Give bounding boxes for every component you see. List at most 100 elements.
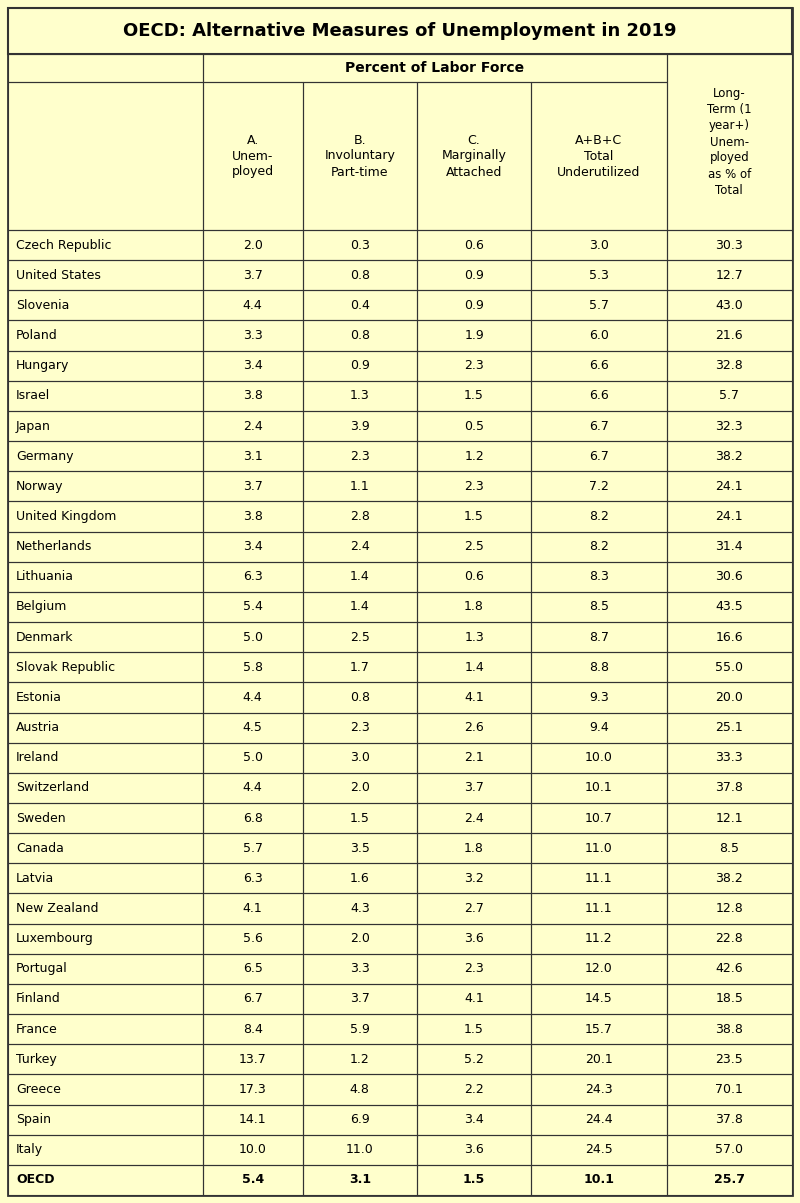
Bar	[666, 350, 792, 381]
Bar	[202, 562, 302, 592]
Text: 3.3: 3.3	[350, 962, 370, 976]
Bar	[302, 894, 417, 924]
Bar	[531, 260, 666, 290]
Bar	[417, 592, 531, 622]
Text: Czech Republic: Czech Republic	[16, 238, 111, 251]
Text: Finland: Finland	[16, 992, 61, 1006]
Text: Percent of Labor Force: Percent of Labor Force	[345, 61, 524, 75]
Bar	[417, 82, 531, 230]
Bar	[202, 712, 302, 742]
Bar	[202, 54, 666, 82]
Bar	[202, 924, 302, 954]
Bar	[666, 411, 792, 442]
Text: 4.8: 4.8	[350, 1083, 370, 1096]
Bar	[666, 1014, 792, 1044]
Bar	[202, 802, 302, 834]
Text: 5.7: 5.7	[589, 298, 609, 312]
Bar	[302, 562, 417, 592]
Bar	[531, 442, 666, 472]
Bar	[202, 320, 302, 350]
Bar	[417, 894, 531, 924]
Text: 8.2: 8.2	[589, 510, 609, 523]
Bar	[202, 411, 302, 442]
Bar	[302, 984, 417, 1014]
Bar	[531, 652, 666, 682]
Bar	[202, 1044, 302, 1074]
Bar	[202, 1074, 302, 1104]
Bar	[531, 834, 666, 864]
Text: Italy: Italy	[16, 1143, 43, 1156]
Bar	[666, 532, 792, 562]
Text: 7.2: 7.2	[589, 480, 609, 493]
Bar	[202, 1074, 302, 1104]
Bar	[666, 592, 792, 622]
Text: Greece: Greece	[16, 1083, 61, 1096]
Bar	[8, 8, 792, 54]
Text: 4.4: 4.4	[243, 298, 262, 312]
Bar	[302, 1104, 417, 1134]
Bar	[417, 472, 531, 502]
Bar	[8, 864, 202, 894]
Bar	[202, 1134, 302, 1165]
Text: Estonia: Estonia	[16, 691, 62, 704]
Text: Ireland: Ireland	[16, 751, 59, 764]
Bar	[666, 442, 792, 472]
Bar	[531, 260, 666, 290]
Bar	[8, 1014, 202, 1044]
Bar	[666, 1134, 792, 1165]
Bar	[202, 260, 302, 290]
Text: C.
Marginally
Attached: C. Marginally Attached	[442, 134, 506, 178]
Bar	[302, 411, 417, 442]
Bar	[666, 230, 792, 260]
Text: 38.2: 38.2	[715, 872, 743, 885]
Text: 2.8: 2.8	[350, 510, 370, 523]
Bar	[417, 411, 531, 442]
Bar	[8, 894, 202, 924]
Bar	[531, 320, 666, 350]
Bar	[417, 1134, 531, 1165]
Text: Netherlands: Netherlands	[16, 540, 92, 553]
Bar	[302, 532, 417, 562]
Text: 38.2: 38.2	[715, 450, 743, 463]
Bar	[302, 290, 417, 320]
Bar	[302, 742, 417, 772]
Bar	[8, 411, 202, 442]
Text: 10.1: 10.1	[585, 782, 613, 794]
Bar	[8, 984, 202, 1014]
Text: 1.6: 1.6	[350, 872, 370, 885]
Bar	[302, 742, 417, 772]
Bar	[666, 742, 792, 772]
Bar	[531, 1104, 666, 1134]
Bar	[417, 230, 531, 260]
Bar	[417, 502, 531, 532]
Text: 0.3: 0.3	[350, 238, 370, 251]
Text: Japan: Japan	[16, 420, 51, 433]
Bar	[302, 924, 417, 954]
Bar	[531, 1165, 666, 1195]
Text: 12.0: 12.0	[585, 962, 613, 976]
Text: 5.6: 5.6	[242, 932, 262, 946]
Bar	[302, 954, 417, 984]
Text: 2.0: 2.0	[350, 782, 370, 794]
Bar	[302, 1134, 417, 1165]
Bar	[8, 712, 202, 742]
Text: Germany: Germany	[16, 450, 74, 463]
Text: 2.0: 2.0	[242, 238, 262, 251]
Text: New Zealand: New Zealand	[16, 902, 98, 915]
Bar	[202, 592, 302, 622]
Bar	[302, 82, 417, 230]
Text: Belgium: Belgium	[16, 600, 67, 614]
Bar	[8, 622, 202, 652]
Text: 33.3: 33.3	[715, 751, 743, 764]
Bar	[417, 772, 531, 802]
Text: 24.4: 24.4	[585, 1113, 613, 1126]
Bar	[202, 682, 302, 712]
Text: 1.3: 1.3	[464, 630, 484, 644]
Bar	[417, 652, 531, 682]
Text: 42.6: 42.6	[715, 962, 743, 976]
Bar	[8, 1074, 202, 1104]
Bar	[202, 682, 302, 712]
Text: 1.5: 1.5	[350, 812, 370, 824]
Text: 3.8: 3.8	[242, 510, 262, 523]
Bar	[666, 260, 792, 290]
